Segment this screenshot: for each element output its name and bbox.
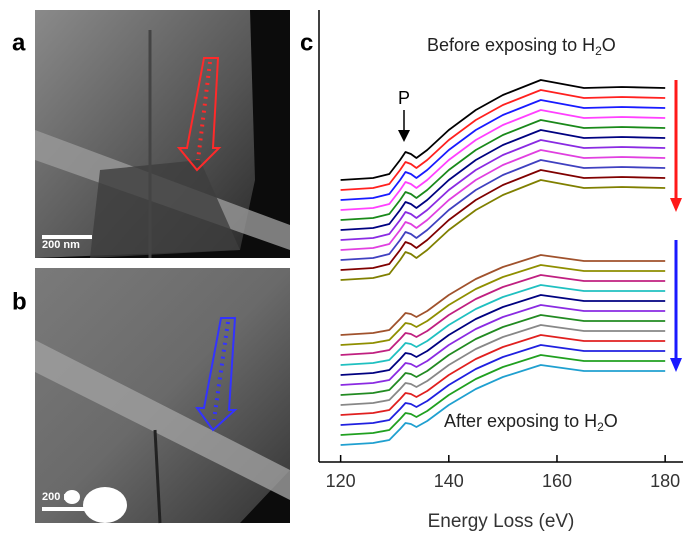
spectrum	[340, 284, 666, 366]
x-tick-label: 180	[650, 471, 680, 491]
annotation-text: Before exposing to H	[427, 35, 595, 55]
micrograph-b: 200 nm	[35, 268, 290, 524]
x-axis-label: Energy Loss (eV)	[428, 511, 575, 532]
panel-label: a	[12, 29, 26, 56]
annotation: After exposing to H2O	[444, 411, 618, 434]
annotation: Before exposing to H2O	[427, 35, 616, 58]
spectrum	[340, 364, 666, 446]
spectra-chart: Energy Loss (eV) P Before exposing to H2…	[318, 10, 683, 532]
direction-arrow-head	[670, 198, 682, 212]
spectrum	[340, 129, 666, 231]
annotation-text: O	[602, 35, 616, 55]
annotation-text: O	[604, 411, 618, 431]
panel-label: b	[12, 288, 27, 315]
spectrum	[340, 89, 666, 191]
x-tick-label: 120	[326, 471, 356, 491]
scale-bar-label: 200 nm	[42, 239, 80, 251]
spectrum	[340, 119, 666, 221]
micrograph-a: 200 nm	[35, 10, 290, 258]
spectrum	[340, 179, 666, 281]
spectrum	[340, 264, 666, 346]
spectrum	[340, 254, 666, 336]
annotation-text: After exposing to H	[444, 411, 597, 431]
direction-arrow-head	[670, 358, 682, 372]
annotation-sub: 2	[595, 44, 602, 58]
spectrum	[340, 344, 666, 426]
spectrum	[340, 99, 666, 201]
peak-label: P	[398, 88, 410, 108]
panel-label: c	[300, 29, 313, 56]
spectrum	[340, 159, 666, 261]
annotation-sub: 2	[597, 420, 604, 434]
spectrum	[340, 304, 666, 386]
spectrum	[340, 334, 666, 416]
spectrum	[340, 294, 666, 376]
spectrum	[340, 109, 666, 211]
scale-bar-label: 200 nm	[42, 491, 80, 503]
spectrum	[340, 324, 666, 406]
x-tick-label: 160	[542, 471, 572, 491]
spectrum	[340, 79, 666, 181]
spectrum	[340, 139, 666, 241]
spectrum	[340, 274, 666, 356]
spectrum	[340, 354, 666, 436]
spectrum	[340, 314, 666, 396]
spectrum	[340, 169, 666, 271]
peak-arrow-head	[398, 130, 410, 142]
x-tick-label: 140	[434, 471, 464, 491]
spectrum	[340, 149, 666, 251]
